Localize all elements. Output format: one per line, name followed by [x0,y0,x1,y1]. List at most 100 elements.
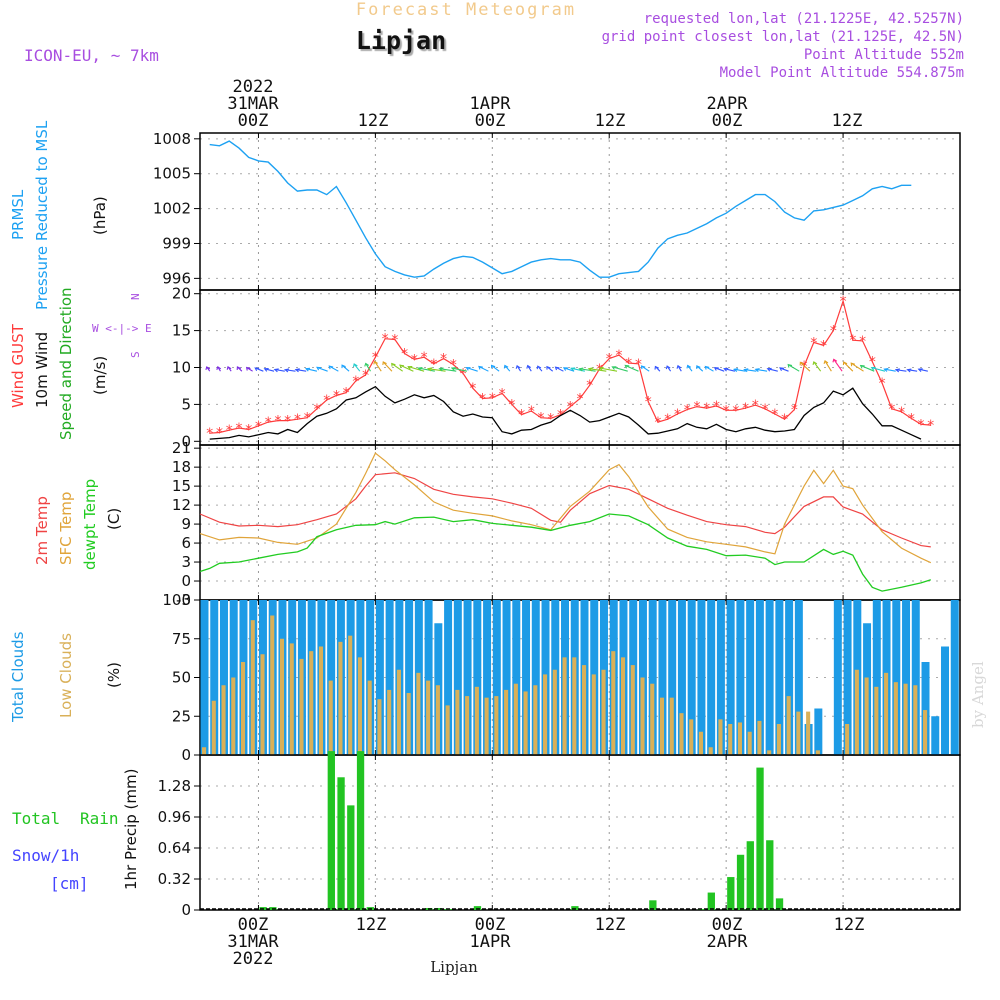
compass-we: W <-|-> E [92,322,152,335]
total-clouds-bar [697,600,706,755]
rain-bar [347,805,355,910]
wind-direction-arrowhead [364,362,370,367]
wind-direction-arrowhead [676,364,682,369]
gust-point-marker: * [605,352,613,368]
wind-direction-arrowhead [391,362,396,367]
bottom-date-label: 1APR [470,932,512,952]
precip-panel-labels: Total Rain Snow/1h [cm] 1hr Precip (mm) [12,769,140,893]
total-clouds-bar [892,600,901,755]
gust-point-marker: * [917,417,925,433]
gust-point-marker: * [303,411,311,427]
rain-label: Rain [80,809,119,828]
wind-direction-arrowhead [304,367,311,372]
gust-point-marker: * [283,414,291,430]
low-clouds-bar [504,689,509,755]
wind-direction-arrow [850,362,864,372]
pressure-line [209,140,912,278]
compass-s: S [129,351,142,358]
wind-direction-arrowhead [536,365,542,370]
gust-point-marker: * [254,419,262,435]
total-clouds-bar [658,600,667,755]
gust-point-marker: * [858,334,866,350]
wind-direction-arrow [418,367,435,372]
wind-direction-arrowhead [704,365,710,370]
low-clouds-bar [523,691,528,755]
y-tick-label: 0.32 [158,870,191,888]
low-clouds-bar [601,669,606,755]
wind-direction-arrowhead [611,366,617,370]
low-clouds-bar [348,635,353,755]
total-clouds-bar [668,600,677,755]
wind-direction-arrowhead [754,368,760,372]
gust-point-marker: * [683,403,691,419]
gust-point-marker: * [907,411,915,427]
total-clouds-bar [911,600,920,755]
gust-point-marker: * [722,403,730,419]
low-clouds-bar [903,683,908,755]
y-tick-label: 25 [172,707,191,725]
total-clouds-bar [219,600,228,755]
wind-direction-arrowhead [515,364,521,369]
wind-direction-arrowhead [624,364,630,369]
wind-direction-arrowhead [546,365,551,370]
top-time-label: 12Z [832,111,863,131]
gust-point-marker: * [849,333,857,349]
wind-direction-arrowhead [478,365,483,370]
total-label: Total [12,809,60,828]
wind-direction-arrowhead [450,367,456,371]
wind-direction-arrow [833,359,843,372]
low-clouds-bar [582,665,587,755]
total-clouds-bar [755,600,764,755]
low-clouds-bar [445,705,450,755]
gust-point-marker: * [537,411,545,427]
rain-bar [473,906,482,910]
gust-point-marker: * [371,350,379,366]
y-tick-label: 75 [172,630,191,648]
gust-point-marker: * [361,368,369,384]
low-clouds-bar [659,697,665,755]
wind-direction-arrowhead [554,366,560,371]
gust-point-marker: * [547,411,555,427]
clouds-panel: 0 25 50 75 100 [162,591,961,764]
wind-direction-arrow [843,361,854,372]
gust-point-marker: * [293,412,301,428]
pressure-panel: 996 999 1002 1005 1008 [153,130,961,291]
model-altitude: Model Point Altitude 554.875m [720,65,964,81]
wind-direction-arrow [724,368,736,372]
wind-direction-arrow [428,368,446,372]
gust-point-marker: * [634,357,642,373]
pressure-panel-labels: PRMSL Pressure Reduced to MSL (hPa) [9,120,109,310]
gust-point-marker: * [527,404,535,420]
low-clouds-bar [406,693,411,755]
low-clouds-bar [289,643,294,755]
gust-point-marker: * [897,405,905,421]
model-label: ICON-EU, ~ 7km [24,46,159,65]
wind-direction-arrowhead [598,366,604,371]
wind-direction-arrow [799,361,811,372]
gust-point-marker: * [235,421,243,437]
gust-point-marker: * [712,399,720,415]
gust-point-marker: * [888,402,896,418]
total-clouds-label: Total Clouds [9,631,27,723]
low-clouds-bar [543,674,548,755]
y-tick-label: 18 [172,458,191,476]
wind-direction-arrow [860,364,875,372]
gust-point-marker: * [624,356,632,372]
gust-point-marker: * [439,352,447,368]
wind-direction-arrow [787,364,800,372]
wind-unit: (m/s) [91,356,109,395]
top-time-label: 00Z [475,111,506,131]
y-tick-label: 15 [172,322,191,340]
low-clouds-bar [396,669,401,755]
gust-point-marker: * [800,359,808,375]
wind-direction-arrow [408,366,425,372]
low-clouds-bar [776,724,781,755]
low-clouds-bar [815,750,820,755]
gust-point-marker: * [615,348,623,364]
y-tick-label: 1002 [153,200,191,218]
y-tick-label: 999 [162,234,191,252]
temp2m-line [199,472,931,548]
wind-direction-arrow [588,368,607,372]
wind-direction-arrow [365,363,371,372]
total-clouds-bar [736,600,745,755]
